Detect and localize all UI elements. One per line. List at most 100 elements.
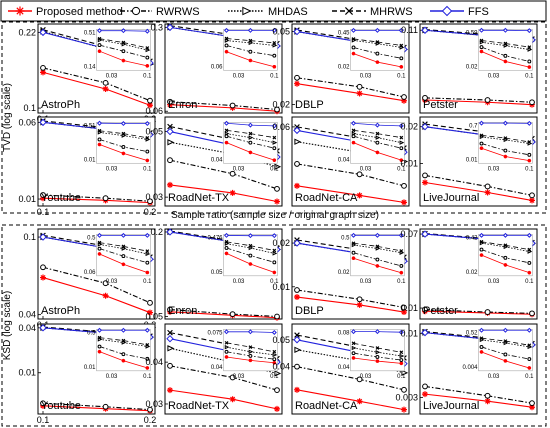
legend-frame <box>0 0 547 22</box>
inset-point-1-1 <box>503 148 508 153</box>
inset-point-2-1 <box>248 349 254 355</box>
series-line-1 <box>169 309 278 318</box>
inset-point-4-2 <box>271 123 277 129</box>
inset: 0.51 0.14 0.03 0.1 <box>84 28 152 79</box>
inset-point-4-1 <box>247 233 253 239</box>
inset-y-tick-label: 0.05 <box>211 270 223 276</box>
panel-title: Enron <box>168 305 197 317</box>
inset-point-2-0 <box>351 345 357 351</box>
inset-point-3-1 <box>248 243 253 248</box>
inset-point-2-2 <box>145 47 151 53</box>
inset-x-tick-label: 0.1 <box>270 166 279 172</box>
inset-x-tick-label: 0.1 <box>143 374 152 380</box>
data-point-1-1 <box>484 392 491 399</box>
inset-point-0-1 <box>375 359 380 363</box>
inset-y-tick-label: 0.14 <box>84 64 96 70</box>
data-point-1-0 <box>40 400 46 407</box>
x-tick-label: 0.1 <box>37 207 50 217</box>
inset-point-1-1 <box>503 352 508 357</box>
data-point-1-2 <box>274 106 280 113</box>
data-point-1-0 <box>167 306 173 313</box>
inset-y-tick-label: 0.02 <box>338 270 350 276</box>
data-point-1-1 <box>229 311 236 318</box>
inset-point-2-1 <box>248 40 254 46</box>
inset-point-4-2 <box>526 232 532 238</box>
panel-1: 0.06 0.3 0.06 0.03 0.1 Enron <box>145 22 283 116</box>
y-tick-label: 0.02 <box>272 100 290 110</box>
inset-point-3-0 <box>224 340 229 345</box>
inset-point-0-1 <box>503 154 508 159</box>
inset-point-1-1 <box>503 53 508 58</box>
inset: 0.7 0.01 0.03 0.1 <box>466 120 534 172</box>
data-point-2-0 <box>167 139 175 146</box>
panel-10: 0.02 0.01 0.5 0.02 0.03 0.1 DBLP <box>272 228 410 320</box>
data-point-0-0 <box>167 101 173 108</box>
y-tick-label: 0.11 <box>401 25 418 35</box>
legend-label-3: MHRWS <box>370 6 413 18</box>
data-point-0-0 <box>294 386 300 393</box>
inset-x-tick-label: 0.1 <box>525 279 534 285</box>
data-point-1-1 <box>356 376 363 383</box>
inset-point-0-1 <box>503 59 508 64</box>
inset-point-3-0 <box>351 128 356 133</box>
data-point-1-0 <box>422 94 428 101</box>
inset-point-0-0 <box>224 251 229 256</box>
inset-point-0-0 <box>351 51 356 56</box>
inset-point-1-2 <box>145 55 150 60</box>
data-point-0-1 <box>102 292 109 299</box>
inset-point-4-0 <box>96 120 103 126</box>
y-tick-label: 0.03 <box>145 399 163 409</box>
inset-point-4-0 <box>350 232 357 238</box>
inset-point-1-2 <box>399 146 404 151</box>
data-point-4-0 <box>421 26 429 34</box>
figure-sections: TVD (log scale) KSD (log scale) <box>1 21 547 427</box>
legend-marker-2 <box>242 6 252 16</box>
panel-7: 0.01 0.02 0.7 0.01 0.03 0.1 LiveJournal <box>400 116 538 207</box>
inset-y-tick-label: 0.04 <box>338 365 350 371</box>
inset-point-3-1 <box>248 38 253 43</box>
inset-point-1-1 <box>375 51 380 56</box>
panel-13: 0.04 0.03 0.075 0.04 0.03 0.1 RoadNet-TX <box>145 323 283 415</box>
inset-point-4-1 <box>247 122 253 128</box>
inset-point-3-2 <box>145 342 150 347</box>
inset-point-3-0 <box>479 133 484 138</box>
data-point-1-1 <box>229 374 236 381</box>
y-tick-label: 0.01 <box>18 368 36 378</box>
inset-point-1-1 <box>248 253 253 258</box>
inset-point-4-0 <box>478 232 485 238</box>
inset-point-3-0 <box>479 239 484 244</box>
inset-point-0-2 <box>145 64 150 68</box>
data-point-0-2 <box>274 405 280 412</box>
data-point-0-0 <box>294 80 300 87</box>
inset-point-3-2 <box>527 247 532 252</box>
data-point-0-1 <box>484 189 491 196</box>
inset-point-2-0 <box>351 131 357 136</box>
inset-x-tick-label: 0.03 <box>233 279 245 285</box>
inset-x-tick-label: 0.03 <box>488 374 500 380</box>
inset-point-1-1 <box>503 255 508 260</box>
y-tick-label: 0.003 <box>395 393 418 403</box>
y-tick-label: 0.1 <box>23 103 36 113</box>
data-point-2-2 <box>401 369 409 377</box>
inset-point-3-2 <box>145 249 150 253</box>
inset-point-4-2 <box>144 121 150 127</box>
inset-point-3-2 <box>399 43 404 48</box>
inset-point-4-2 <box>144 327 150 333</box>
inset-point-3-1 <box>503 136 508 140</box>
inset-point-4-1 <box>120 232 126 238</box>
inset-x-tick-label: 0.1 <box>525 73 534 79</box>
y-tick-label: 0.06 <box>272 122 290 132</box>
x-tick-label: 0.1 <box>37 415 50 425</box>
inset-point-1-0 <box>224 246 229 250</box>
inset-point-4-2 <box>526 28 532 34</box>
y-tick-label: 0.01 <box>400 159 418 169</box>
inset-frame <box>96 329 151 372</box>
inset-point-4-0 <box>96 232 103 238</box>
y-tick-label: 0.04 <box>18 310 36 320</box>
inset-x-tick-label: 0.1 <box>270 73 279 79</box>
data-point-1-2 <box>529 400 535 407</box>
series-line-1 <box>424 97 533 103</box>
inset: 0.476 0.05 0.03 0.1 <box>207 232 279 285</box>
inset-point-0-0 <box>351 140 356 145</box>
x-tick-label: 0.2 <box>144 415 157 425</box>
